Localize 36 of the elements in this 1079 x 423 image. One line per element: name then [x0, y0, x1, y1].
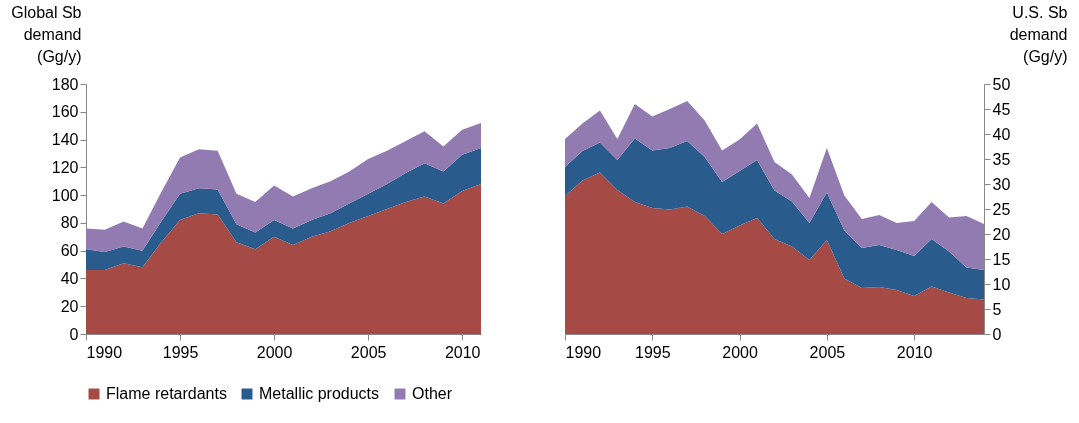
- y-tick-label: 120: [51, 158, 79, 176]
- y-tick-label: 40: [60, 269, 79, 287]
- y-tick-label: 60: [60, 242, 79, 260]
- y2-tick-label: 35: [992, 150, 1011, 168]
- y2-tick-label: 15: [992, 250, 1011, 268]
- x-tick-label: 2010: [444, 343, 481, 361]
- x-tick-label: 1995: [634, 343, 671, 361]
- y2-tick-label: 25: [992, 200, 1011, 218]
- legend-label: Metallic products: [259, 385, 380, 402]
- legend-label: Other: [412, 385, 453, 402]
- x-tick-label: 1995: [162, 343, 199, 361]
- y-tick-label: 140: [51, 131, 79, 149]
- x-tick-label: 1990: [86, 343, 123, 361]
- y-axis-title: Global Sb demand (Gg/y): [11, 3, 82, 65]
- x-tick-label: 2005: [350, 343, 387, 361]
- x-tick-label: 2000: [256, 343, 293, 361]
- y-tick-label: 100: [51, 186, 79, 204]
- x-tick-label: 2005: [809, 343, 846, 361]
- y-tick-label: 180: [51, 75, 79, 93]
- x-tick-label: 2000: [722, 343, 758, 361]
- y-tick-label: 80: [60, 214, 79, 232]
- y-tick-label: 20: [60, 297, 79, 315]
- y2-tick-label: 30: [992, 175, 1011, 193]
- y2-tick-label: 0: [992, 325, 1002, 343]
- y2-tick-label: 20: [992, 225, 1011, 243]
- y2-tick-label: 10: [992, 275, 1011, 293]
- y-tick-label: 160: [51, 103, 79, 121]
- legend-label: Flame retardants: [106, 385, 227, 402]
- x-tick-label: 1990: [565, 343, 602, 361]
- y2-tick-label: 40: [992, 125, 1011, 143]
- y2-tick-label: 45: [992, 100, 1011, 118]
- y-tick-label: 0: [69, 325, 79, 343]
- y2-tick-label: 50: [992, 75, 1011, 93]
- x-tick-label: 2010: [896, 343, 933, 361]
- y2-tick-label: 5: [992, 300, 1002, 318]
- y2-axis-title: U.S. Sb demand (Gg/y): [1009, 3, 1068, 65]
